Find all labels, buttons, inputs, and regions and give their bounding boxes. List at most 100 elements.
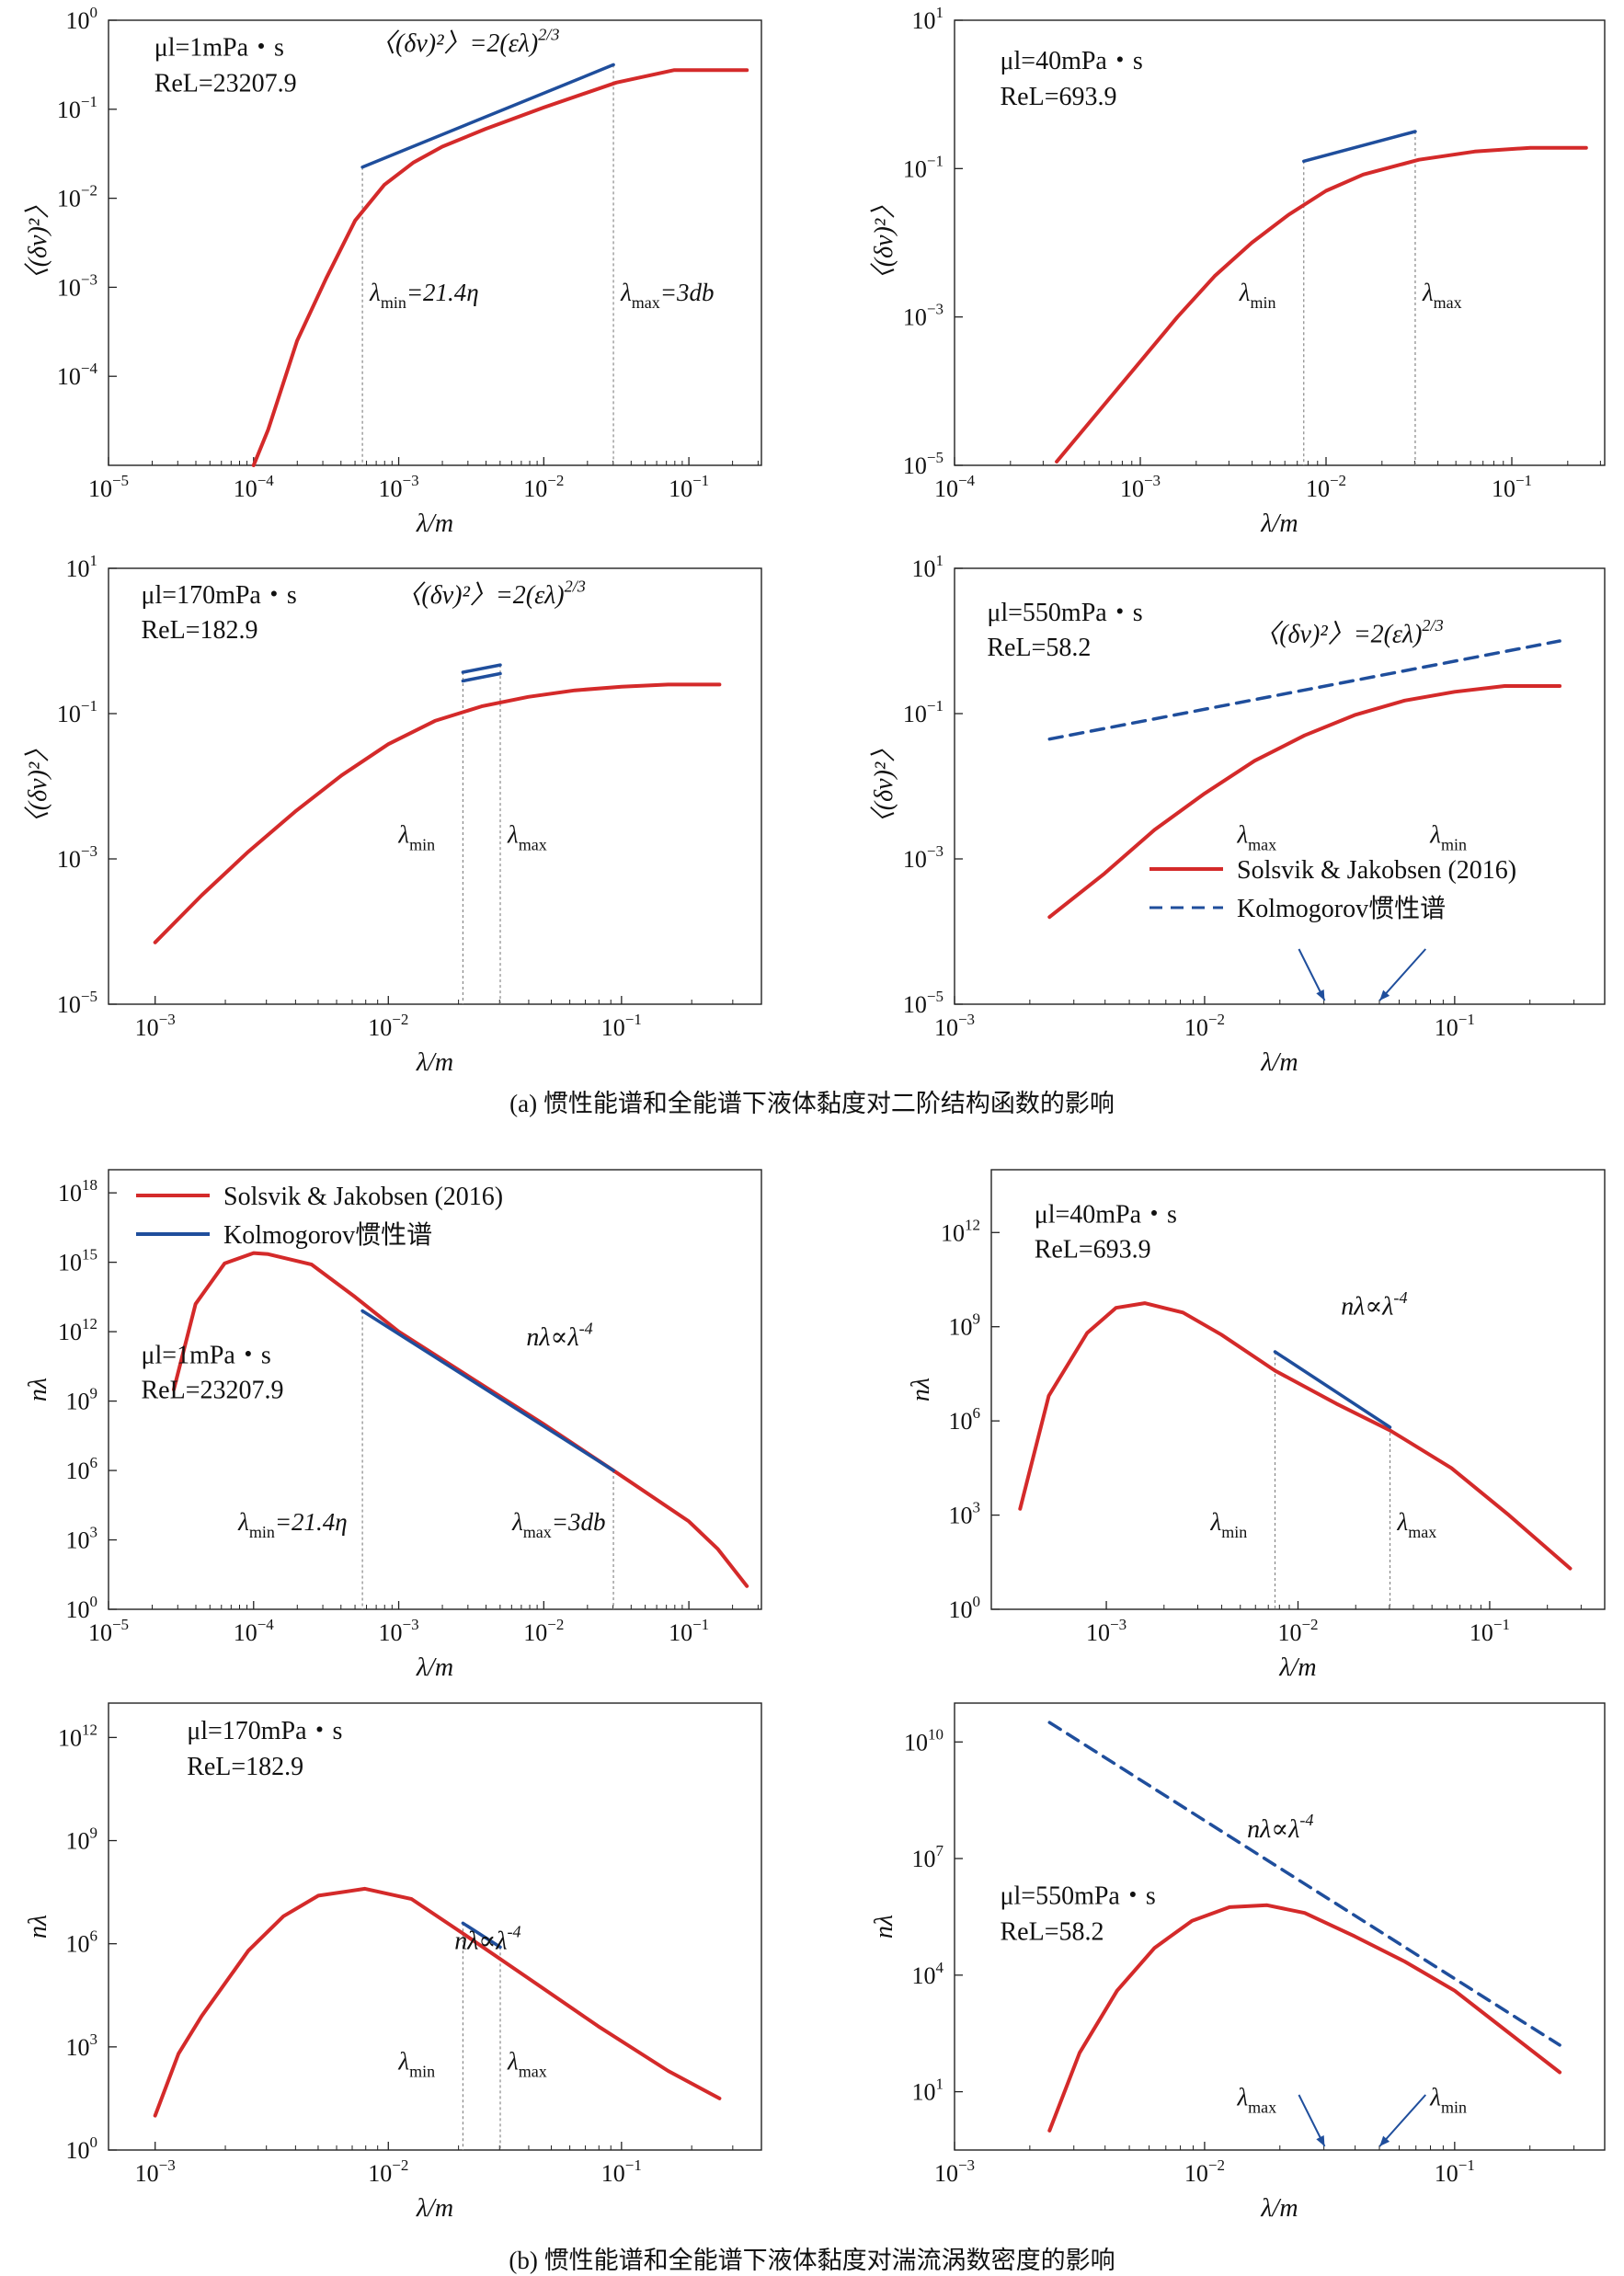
x-tick-label-a1: 10−3 [379,472,419,502]
y-tick-label-a4: 10−1 [903,697,944,727]
annotation-b1: μl=1mPa・s [142,1341,271,1369]
x-tick-label-a3: 10−1 [601,1011,642,1041]
guide-label-b2: λmax [1397,1508,1437,1541]
guide-label-a4: λmin [1429,821,1467,854]
y-tick-label-b1: 1018 [58,1176,97,1207]
series-line-full-spectrum [251,68,749,467]
y-tick-label-b2: 1012 [941,1216,980,1246]
x-tick-label-b1: 10−5 [88,1616,129,1646]
series-line-full-spectrum [153,682,722,944]
y-tick-label-a3: 10−1 [57,697,97,727]
y-tick-label-a1: 10−4 [57,360,98,390]
annotation-b3: nλ∝λ-4 [454,1923,520,1956]
annotation-b3: ReL=182.9 [187,1753,303,1781]
y-axis-label-a1: 〈(δv)²〉 [24,193,52,293]
y-tick-label-b2: 109 [949,1310,981,1341]
caption-a: (a) 惯性能谱和全能谱下液体黏度对二阶结构函数的影响 [509,1090,1115,1117]
y-tick-label-b3: 109 [66,1824,98,1855]
y-tick-label-b3: 106 [66,1927,98,1958]
x-tick-label-b4: 10−3 [934,2156,975,2187]
x-tick-label-b1: 10−1 [669,1616,709,1646]
series-line-full-spectrum [1018,1301,1573,1571]
annotation-a4: 〈(δv)²〉=2(ελ)2/3 [1253,616,1443,649]
series-line-full-spectrum [1055,145,1588,463]
series-line-kolmogorov [1047,1721,1561,2047]
series-line-full-spectrum [1047,1903,1562,2133]
guide-label-b4: λmax [1236,2083,1276,2116]
arrow-a4 [1378,948,1427,1001]
x-tick-label-b2: 10−2 [1277,1616,1318,1646]
x-tick-label-b2: 10−1 [1470,1616,1510,1646]
x-tick-label-a1: 10−2 [523,472,564,502]
annotation-a1: μl=1mPa・s [154,34,284,63]
guide-label-a1: λmin=21.4η [369,279,479,312]
legend-label: Kolmogorov惯性谱 [223,1220,432,1250]
x-tick-label-b3: 10−1 [601,2156,642,2187]
guide-label-b3: λmax [507,2048,547,2081]
y-tick-label-a4: 10−3 [903,842,944,873]
x-tick-label-a1: 10−4 [234,472,275,502]
y-axis-label-b1: nλ [24,1378,52,1401]
x-tick-label-b3: 10−3 [135,2156,176,2187]
annotation-a3: ReL=182.9 [142,616,258,645]
plot-frame-b1 [108,1169,762,1610]
y-tick-label-b3: 1012 [58,1721,97,1751]
guide-label-a4: λmax [1236,821,1276,854]
guide-label-b2: λmin [1209,1508,1247,1541]
x-tick-label-a2: 10−3 [1120,472,1161,502]
x-tick-label-a2: 10−1 [1492,472,1532,502]
x-tick-label-a2: 10−4 [934,472,976,502]
y-tick-label-b1: 1015 [58,1246,97,1276]
y-tick-label-b4: 101 [912,2076,944,2106]
x-tick-label-a4: 10−3 [934,1011,975,1041]
arrow-b4 [1378,2094,1427,2147]
x-tick-label-a3: 10−2 [368,1011,408,1041]
y-axis-label-a3: 〈(δv)²〉 [24,737,52,837]
x-tick-label-a4: 10−2 [1184,1011,1225,1041]
guide-label-a1: λmax=3db [620,279,714,312]
x-tick-label-a1: 10−1 [669,472,709,502]
x-axis-label-a1: λ/m [416,509,453,538]
y-tick-label-a2: 10−3 [903,301,944,331]
y-tick-label-a3: 10−5 [57,988,97,1018]
annotation-a3: μl=170mPa・s [142,581,297,610]
y-tick-label-b4: 107 [912,1842,944,1872]
series-line-full-spectrum [172,1251,749,1588]
y-tick-label-a4: 10−5 [903,988,944,1018]
x-tick-label-b3: 10−2 [368,2156,408,2187]
y-tick-label-a2: 101 [912,4,944,34]
y-axis-label-a4: 〈(δv)²〉 [870,737,898,837]
annotation-b1: ReL=23207.9 [142,1377,284,1405]
annotation-a2: ReL=693.9 [1000,83,1116,111]
x-tick-label-a2: 10−2 [1306,472,1346,502]
guide-label-a2: λmin [1239,279,1276,312]
series-line-full-spectrum [1047,684,1562,920]
x-axis-label-a2: λ/m [1260,509,1298,538]
annotation-b2: ReL=693.9 [1035,1236,1151,1264]
x-axis-label-b4: λ/m [1260,2194,1298,2223]
y-tick-label-b1: 109 [66,1385,98,1415]
x-axis-label-a3: λ/m [416,1048,453,1077]
annotation-b2: nλ∝λ-4 [1341,1288,1407,1321]
annotation-a3: 〈(δv)²〉=2(ελ)2/3 [395,577,585,610]
x-tick-label-b2: 10−3 [1086,1616,1127,1646]
y-tick-label-b3: 100 [66,2133,98,2164]
y-tick-label-a1: 10−2 [57,182,97,212]
guide-label-b1: λmin=21.4η [237,1508,348,1541]
x-tick-label-b4: 10−1 [1435,2156,1475,2187]
y-tick-label-a1: 100 [66,4,98,34]
plot-frame-a2 [954,19,1606,466]
annotation-b4: μl=550mPa・s [1000,1882,1155,1911]
x-axis-label-b1: λ/m [416,1653,453,1682]
annotation-a1: 〈(δv)²〉=2(ελ)2/3 [370,25,559,58]
y-tick-label-a1: 10−3 [57,270,97,301]
series-line-full-spectrum [153,1886,722,2118]
x-tick-label-b1: 10−2 [523,1616,564,1646]
series-line-kolmogorov [461,671,502,683]
x-axis-label-b2: λ/m [1278,1653,1316,1682]
legend-label: Kolmogorov惯性谱 [1237,894,1446,923]
y-axis-label-a2: 〈(δv)²〉 [870,193,898,293]
y-tick-label-a3: 101 [66,552,98,582]
y-tick-label-a2: 10−1 [903,152,944,182]
